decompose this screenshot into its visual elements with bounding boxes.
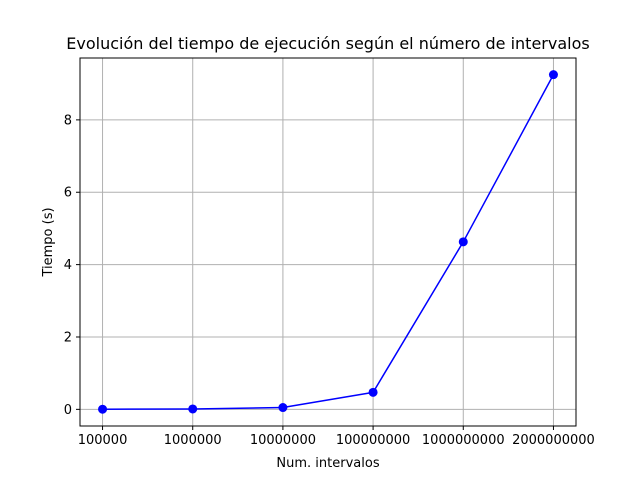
x-tick-label: 1000000: [164, 433, 222, 448]
data-point: [98, 404, 108, 414]
data-point: [548, 70, 558, 80]
chart-title: Evolución del tiempo de ejecución según …: [66, 34, 589, 53]
data-point: [368, 387, 378, 397]
grid: [80, 58, 576, 426]
x-tick-label: 100000000: [336, 433, 410, 448]
data-point: [188, 404, 198, 414]
x-axis-label: Num. intervalos: [276, 456, 379, 471]
y-tick-label: 6: [64, 186, 72, 201]
plot-frame: [79, 57, 577, 427]
ticks: 100000 1000000 10000000 100000000 1000000000…: [64, 113, 595, 448]
x-tick-label: 10000000: [250, 433, 316, 448]
y-tick-label: 2: [64, 330, 72, 345]
data-point: [458, 237, 468, 247]
x-tick-label: 2000000000: [512, 433, 595, 448]
series-layer: [98, 70, 558, 414]
y-tick-label: 4: [64, 258, 72, 273]
y-tick-label: 8: [64, 113, 72, 128]
y-tick-label: 0: [64, 403, 72, 418]
y-axis-label: Tiempo (s): [41, 207, 56, 277]
x-tick-label: 1000000000: [422, 433, 505, 448]
series-line: [102, 74, 555, 410]
x-tick-label: 100000: [78, 433, 128, 448]
data-point: [278, 403, 288, 413]
